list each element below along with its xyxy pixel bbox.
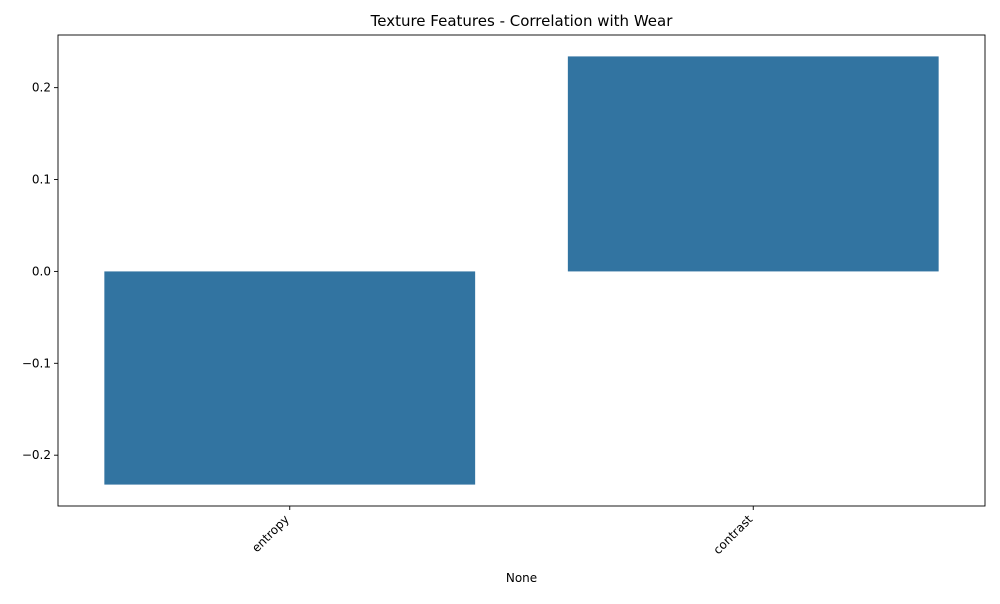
bars-layer — [104, 56, 939, 485]
y-tick-label: −0.1 — [22, 356, 51, 370]
x-tick-label-contrast: contrast — [710, 512, 755, 557]
y-tick-label: 0.1 — [32, 173, 51, 187]
x-axis-label: None — [506, 571, 537, 585]
bar-entropy — [104, 271, 476, 485]
axes-layer — [57, 34, 986, 507]
y-tick-label: 0.0 — [32, 264, 51, 278]
y-tick-label: 0.2 — [32, 81, 51, 95]
chart-title: Texture Features - Correlation with Wear — [370, 12, 674, 30]
bar-contrast — [567, 56, 939, 272]
plot-frame — [57, 34, 986, 507]
y-tick-label: −0.2 — [22, 448, 51, 462]
x-tick-label-entropy: entropy — [249, 512, 292, 555]
